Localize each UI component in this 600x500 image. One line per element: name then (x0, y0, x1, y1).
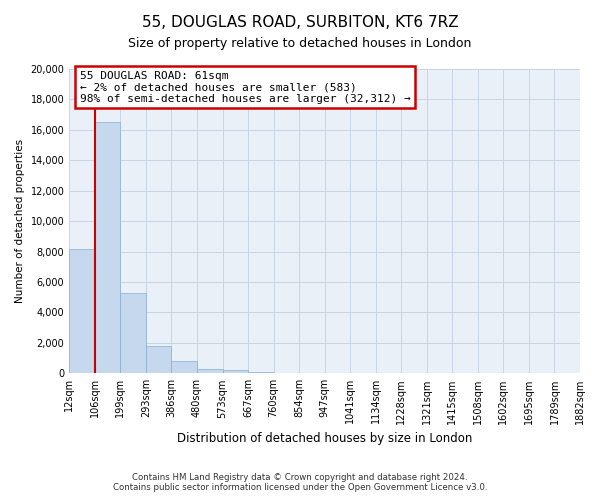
Y-axis label: Number of detached properties: Number of detached properties (15, 139, 25, 303)
Bar (121, 292, 146, 374)
Bar (248, 372, 274, 374)
Bar (95, 122, 121, 374)
Text: 55 DOUGLAS ROAD: 61sqm
← 2% of detached houses are smaller (583)
98% of semi-det: 55 DOUGLAS ROAD: 61sqm ← 2% of detached … (80, 70, 410, 104)
Text: Contains HM Land Registry data © Crown copyright and database right 2024.
Contai: Contains HM Land Registry data © Crown c… (113, 473, 487, 492)
Bar (223, 370, 248, 374)
Bar (172, 361, 197, 374)
Text: Size of property relative to detached houses in London: Size of property relative to detached ho… (128, 38, 472, 51)
Text: 55, DOUGLAS ROAD, SURBITON, KT6 7RZ: 55, DOUGLAS ROAD, SURBITON, KT6 7RZ (142, 15, 458, 30)
Bar (69, 248, 95, 374)
Bar (146, 346, 172, 374)
Bar (197, 368, 223, 374)
X-axis label: Distribution of detached houses by size in London: Distribution of detached houses by size … (177, 432, 472, 445)
